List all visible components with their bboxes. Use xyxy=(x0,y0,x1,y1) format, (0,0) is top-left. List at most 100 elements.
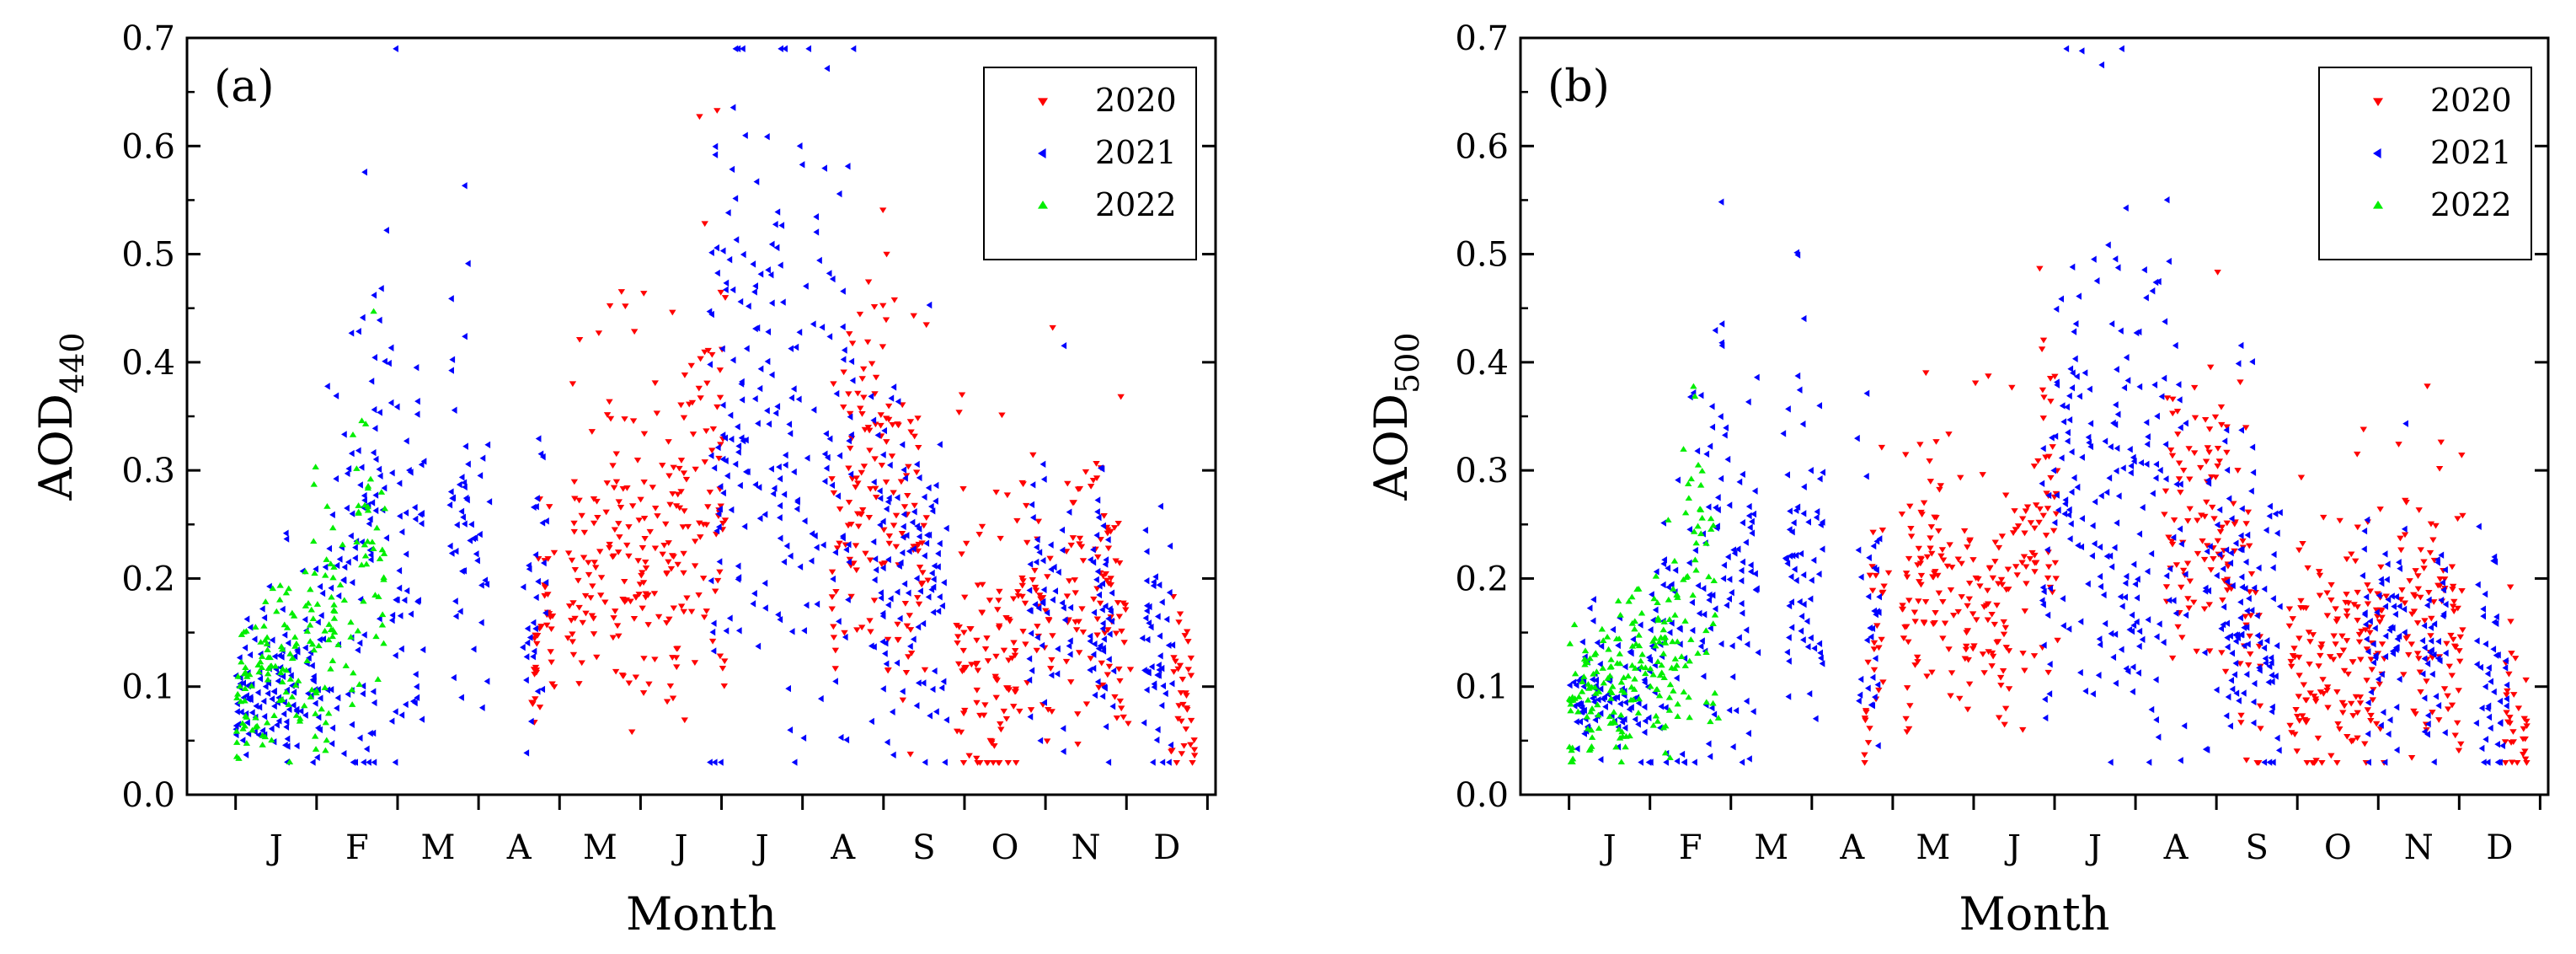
data-point xyxy=(360,689,366,698)
data-point xyxy=(663,620,671,626)
data-point xyxy=(2119,45,2124,53)
month-label: M xyxy=(421,828,456,867)
data-point xyxy=(2136,530,2143,538)
data-point xyxy=(696,114,703,121)
data-point xyxy=(2481,758,2487,766)
data-point xyxy=(884,636,892,643)
data-point xyxy=(830,635,838,641)
data-point xyxy=(2112,630,2119,638)
data-point xyxy=(829,481,836,490)
data-point xyxy=(1705,503,1712,511)
data-point xyxy=(396,480,403,487)
data-point xyxy=(2480,612,2487,620)
data-point xyxy=(1654,617,1662,623)
data-point xyxy=(854,390,862,397)
data-point xyxy=(901,504,909,510)
data-point xyxy=(2130,458,2137,465)
data-point xyxy=(2427,521,2435,528)
data-point xyxy=(1617,612,1624,618)
data-point xyxy=(762,511,768,518)
data-point xyxy=(235,755,243,761)
data-point xyxy=(324,383,330,390)
data-point xyxy=(1662,704,1669,711)
data-point xyxy=(2231,521,2238,528)
data-point xyxy=(1168,741,1174,749)
data-point xyxy=(312,699,318,707)
data-point xyxy=(1932,609,1939,616)
data-point xyxy=(992,653,1000,660)
data-point xyxy=(569,651,578,658)
data-point xyxy=(682,476,691,483)
data-point xyxy=(330,615,339,621)
data-point xyxy=(826,333,833,340)
data-point xyxy=(1175,619,1183,626)
data-point xyxy=(2232,539,2239,547)
data-point xyxy=(1093,632,1101,639)
data-point xyxy=(1182,726,1190,732)
data-point xyxy=(2218,650,2226,657)
data-point xyxy=(1718,320,1725,328)
data-point xyxy=(2292,707,2300,713)
data-point xyxy=(1701,610,1708,619)
data-point xyxy=(2434,559,2440,566)
data-point xyxy=(930,576,937,583)
data-point xyxy=(1101,635,1107,643)
data-point xyxy=(1692,539,1700,546)
data-point xyxy=(378,621,387,628)
data-point xyxy=(1747,568,1754,576)
data-point xyxy=(393,596,400,604)
data-point xyxy=(1010,704,1018,710)
data-point xyxy=(868,361,876,367)
data-point xyxy=(259,732,266,738)
data-point xyxy=(2410,608,2418,615)
data-point xyxy=(2030,653,2039,659)
data-point xyxy=(1599,665,1606,671)
data-point xyxy=(371,405,377,414)
data-point xyxy=(1654,658,1662,664)
data-point xyxy=(2430,758,2437,766)
data-point xyxy=(713,404,721,410)
data-point xyxy=(1670,688,1677,694)
data-point xyxy=(1104,545,1113,552)
data-point xyxy=(2317,689,2325,695)
data-point xyxy=(2261,585,2268,593)
data-point xyxy=(2194,517,2201,524)
data-point xyxy=(2442,649,2449,657)
data-point xyxy=(2168,539,2176,544)
data-point xyxy=(2183,560,2192,567)
data-point xyxy=(866,448,874,454)
data-point xyxy=(1103,577,1111,584)
data-point xyxy=(2499,742,2506,750)
data-point xyxy=(264,676,272,683)
data-point xyxy=(1707,718,1714,725)
data-point xyxy=(724,209,731,217)
data-point xyxy=(263,719,271,726)
data-point xyxy=(2058,295,2065,303)
data-point xyxy=(283,718,290,726)
data-point xyxy=(2495,651,2501,659)
data-point xyxy=(913,575,920,582)
data-point xyxy=(708,310,714,319)
data-point xyxy=(240,670,249,677)
month-label: J xyxy=(671,828,687,867)
data-point xyxy=(936,539,943,548)
data-point xyxy=(544,592,552,598)
legend-label-2021: 2021 xyxy=(1095,134,1177,171)
data-point xyxy=(2242,521,2250,527)
data-point xyxy=(1611,694,1617,702)
data-point xyxy=(2419,670,2426,678)
data-point xyxy=(849,377,856,384)
data-point xyxy=(1606,687,1615,694)
data-point xyxy=(863,339,872,346)
data-point xyxy=(2220,565,2226,573)
data-point xyxy=(2444,706,2452,713)
data-point xyxy=(1586,604,1593,612)
data-point xyxy=(2051,518,2058,527)
data-point xyxy=(2066,392,2072,400)
data-point xyxy=(695,592,703,598)
data-point xyxy=(1093,576,1099,583)
data-point xyxy=(1033,647,1040,654)
data-point xyxy=(861,426,869,433)
data-point xyxy=(1115,666,1123,673)
data-point xyxy=(2227,560,2234,567)
